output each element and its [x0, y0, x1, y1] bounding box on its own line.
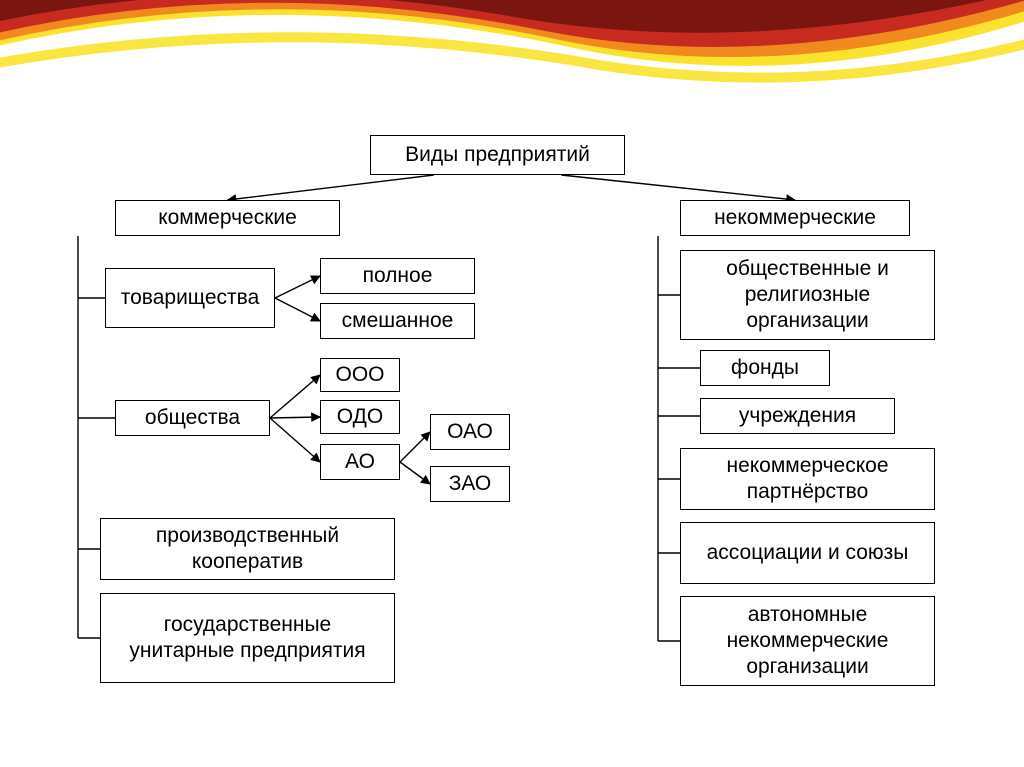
node-societies: общества	[115, 400, 270, 436]
node-label: фонды	[731, 355, 799, 381]
node-state: государственные унитарные предприятия	[100, 593, 395, 683]
node-odo: ОДО	[320, 400, 400, 434]
node-label: коммерческие	[158, 205, 297, 231]
node-pubrel: общественные и религиозные организации	[680, 250, 935, 340]
node-assoc: ассоциации и союзы	[680, 522, 935, 584]
node-label: смешанное	[342, 308, 454, 334]
node-label: государственные унитарные предприятия	[109, 612, 386, 665]
node-label: товарищества	[121, 285, 260, 311]
node-label: производственный кооператив	[109, 523, 386, 576]
node-auto: автономные некоммерческие организации	[680, 596, 935, 686]
node-ooo: ООО	[320, 358, 400, 392]
node-label: Виды предприятий	[405, 142, 590, 168]
node-partnerships: товарищества	[105, 268, 275, 328]
node-root: Виды предприятий	[370, 135, 625, 175]
node-label: ОДО	[337, 404, 383, 430]
node-noncomm: некоммерческие	[680, 200, 910, 236]
node-commercial: коммерческие	[115, 200, 340, 236]
node-label: некоммерческие	[714, 205, 876, 231]
node-funds: фонды	[700, 350, 830, 386]
node-label: учреждения	[739, 403, 856, 429]
node-mixed: смешанное	[320, 303, 475, 339]
node-zao: ЗАО	[430, 466, 510, 502]
node-full: полное	[320, 258, 475, 294]
node-label: ассоциации и союзы	[707, 540, 909, 566]
node-label: АО	[345, 449, 375, 475]
node-label: ООО	[335, 362, 384, 388]
node-label: общественные и религиозные организации	[689, 256, 926, 335]
node-label: ЗАО	[449, 471, 492, 497]
node-ao: АО	[320, 444, 400, 480]
node-oao: ОАО	[430, 414, 510, 450]
node-coop: производственный кооператив	[100, 518, 395, 580]
node-inst: учреждения	[700, 398, 895, 434]
node-label: некоммерческое партнёрство	[689, 453, 926, 506]
node-label: полное	[363, 263, 433, 289]
node-ncpart: некоммерческое партнёрство	[680, 448, 935, 510]
node-label: автономные некоммерческие организации	[689, 602, 926, 681]
node-label: ОАО	[447, 419, 493, 445]
node-label: общества	[145, 405, 240, 431]
